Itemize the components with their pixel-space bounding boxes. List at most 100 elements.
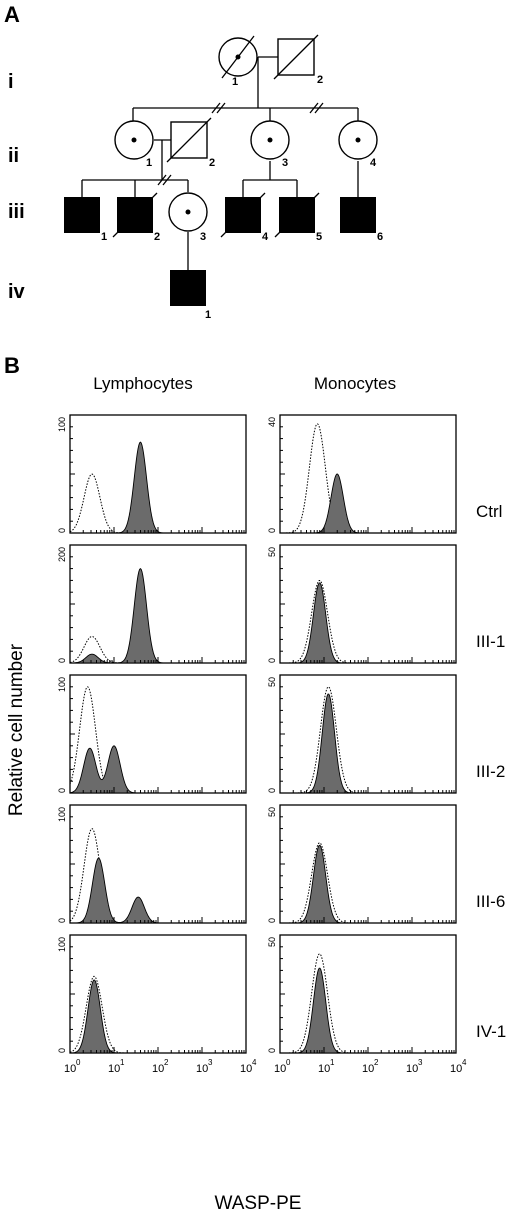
individual-ii4-number: 4 (370, 157, 377, 169)
x-tick-label: 10 (406, 1063, 418, 1075)
individual-ii3-number: 3 (282, 157, 288, 169)
generation-label-i: i (8, 71, 14, 93)
x-tick-exponent: 4 (462, 1058, 467, 1067)
x-tick-exponent: 4 (252, 1058, 257, 1067)
pedigree-break-marks (157, 102, 324, 186)
x-tick-label: 10 (362, 1063, 374, 1075)
y-zero-label: 0 (57, 788, 67, 793)
individual-i1-number: 1 (232, 76, 238, 88)
histogram-frame (279, 674, 457, 794)
y-max-label: 100 (57, 677, 67, 692)
histogram-frame (69, 674, 247, 794)
column-title-lymphocytes: Lymphocytes (93, 374, 193, 393)
row-label-ctrl: Ctrl (476, 502, 502, 521)
y-max-label: 40 (267, 417, 277, 427)
row-label-iii-1: III-1 (476, 632, 505, 651)
y-max-label: 50 (267, 677, 277, 687)
y-zero-label: 0 (267, 788, 277, 793)
y-zero-label: 0 (57, 528, 67, 533)
individual-iii2-deceased-mark (112, 192, 158, 238)
y-max-label: 50 (267, 547, 277, 557)
histogram-grid: 1000400200050010005001000500100010010110… (57, 414, 467, 1075)
histogram-frame (279, 804, 457, 924)
individual-ii2 (166, 117, 212, 163)
individual-iv1 (170, 270, 206, 306)
individual-iii5-number: 5 (316, 231, 322, 243)
y-max-label: 100 (57, 417, 67, 432)
histogram-lymphocytes-iii-6: 100 0 (57, 804, 247, 924)
individual-iii1-number: 1 (101, 231, 107, 243)
histogram-frame (279, 544, 457, 664)
generation-label-iii: iii (8, 201, 25, 223)
x-tick-exponent: 1 (120, 1058, 125, 1067)
y-max-label: 100 (57, 807, 67, 822)
y-zero-label: 0 (57, 1048, 67, 1053)
histogram-lymphocytes-iii-2: 100 0 (57, 674, 247, 794)
histogram-lymphocytes-ctrl: 100 0 (57, 414, 247, 534)
x-axis-title: WASP-PE (215, 1193, 302, 1214)
pedigree-panel: A i ii iii iv (4, 2, 383, 321)
x-tick-exponent: 3 (418, 1058, 423, 1067)
x-tick-exponent: 0 (76, 1058, 81, 1067)
y-max-label: 50 (267, 807, 277, 817)
y-zero-label: 0 (57, 658, 67, 663)
row-label-iv-1: IV-1 (476, 1022, 506, 1041)
panel-a-letter: A (4, 2, 20, 27)
individual-iii6-number: 6 (377, 231, 383, 243)
individual-iii3 (168, 192, 208, 232)
individual-iii4-deceased-mark (220, 192, 266, 238)
individual-iii6 (340, 197, 376, 233)
individual-ii1 (114, 120, 154, 160)
individual-iii3-number: 3 (200, 231, 206, 243)
y-zero-label: 0 (267, 528, 277, 533)
x-tick-label: 10 (64, 1063, 76, 1075)
y-axis-title: Relative cell number (6, 643, 27, 816)
y-zero-label: 0 (267, 918, 277, 923)
y-zero-label: 0 (267, 1048, 277, 1053)
individual-iii4-number: 4 (262, 231, 269, 243)
column-title-monocytes: Monocytes (314, 374, 396, 393)
row-label-iii-6: III-6 (476, 892, 505, 911)
x-tick-label: 10 (318, 1063, 330, 1075)
x-tick-exponent: 2 (164, 1058, 169, 1067)
individual-i2 (273, 34, 319, 80)
y-zero-label: 0 (267, 658, 277, 663)
x-tick-exponent: 0 (286, 1058, 291, 1067)
histogram-frame (69, 414, 247, 534)
histogram-monocytes-ctrl: 40 0 (267, 414, 457, 534)
individual-i2-number: 2 (317, 74, 323, 86)
histogram-frame (279, 414, 457, 534)
histogram-frame (279, 934, 457, 1054)
individual-iii5-deceased-mark (274, 192, 320, 238)
x-tick-exponent: 3 (208, 1058, 213, 1067)
individual-ii1-number: 1 (146, 157, 152, 169)
x-tick-exponent: 1 (330, 1058, 335, 1067)
histogram-monocytes-iii-2: 50 0 (267, 674, 457, 794)
row-label-iii-2: III-2 (476, 762, 505, 781)
flow-cytometry-panel: B Lymphocytes Monocytes Relative cell nu… (4, 353, 506, 1214)
individual-ii2-number: 2 (209, 157, 215, 169)
y-max-label: 50 (267, 937, 277, 947)
x-tick-label: 10 (152, 1063, 164, 1075)
histogram-frame (69, 544, 247, 664)
individual-ii3 (250, 120, 290, 160)
histogram-monocytes-iii-1: 50 0 (267, 544, 457, 664)
pedigree-lines (81, 56, 359, 270)
panel-b-letter: B (4, 353, 20, 378)
individual-ii4 (338, 120, 378, 160)
x-tick-exponent: 2 (374, 1058, 379, 1067)
individual-iv1-number: 1 (205, 309, 211, 321)
y-zero-label: 0 (57, 918, 67, 923)
x-tick-label: 10 (196, 1063, 208, 1075)
individual-i1 (218, 35, 258, 79)
x-tick-label: 10 (274, 1063, 286, 1075)
individual-iii1 (64, 197, 100, 233)
y-max-label: 100 (57, 937, 67, 952)
x-tick-label: 10 (450, 1063, 462, 1075)
histogram-monocytes-iii-6: 50 0 (267, 804, 457, 924)
generation-label-ii: ii (8, 145, 19, 167)
